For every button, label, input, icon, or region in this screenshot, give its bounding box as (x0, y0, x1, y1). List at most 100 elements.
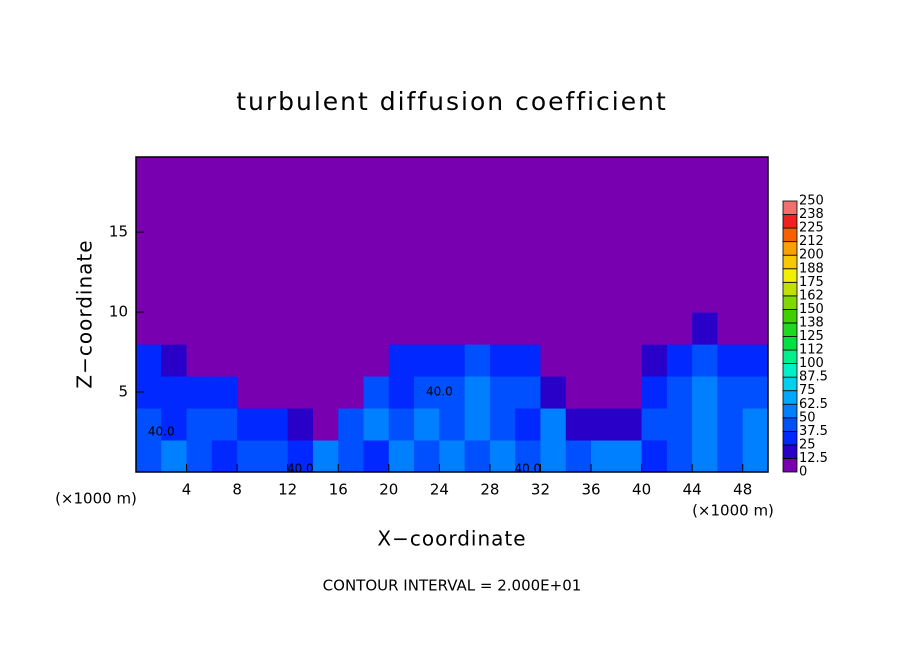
field-cell (641, 216, 668, 249)
field-cell (515, 216, 541, 249)
field-cell (464, 312, 491, 345)
x-tick-label: 36 (581, 481, 600, 499)
field-cell (161, 408, 188, 441)
field-cell (717, 344, 744, 377)
y-tick-label: 15 (109, 223, 128, 241)
field-cell (540, 280, 567, 313)
field-cell (515, 280, 541, 313)
field-cell (287, 440, 314, 472)
colorbar-label: 188 (799, 261, 824, 276)
field-cell (136, 280, 162, 313)
field-cell (717, 376, 744, 409)
colorbar-label: 100 (799, 356, 824, 371)
field-cell (464, 376, 491, 409)
field-cell (489, 157, 516, 185)
field-cell (489, 248, 516, 281)
field-cell (489, 408, 516, 441)
field-cell (489, 440, 516, 472)
field-cell (363, 440, 390, 472)
field-cell (211, 408, 238, 441)
field-cell (565, 280, 592, 313)
field-cell (237, 408, 263, 441)
field-cell (692, 440, 718, 472)
field-cell (591, 157, 617, 185)
y-tick-label: 5 (118, 383, 128, 401)
field-cell (591, 344, 617, 377)
field-cell (287, 408, 314, 441)
field-cell (363, 184, 390, 217)
field-cell (565, 216, 592, 249)
field-cell (692, 280, 718, 313)
field-cell (414, 280, 440, 313)
footer-note: CONTOUR INTERVAL = 2.000E+01 (323, 577, 582, 595)
field-cell (414, 216, 440, 249)
field-cell (338, 157, 365, 185)
field-cell (312, 157, 339, 185)
x-tick-label: 28 (480, 481, 499, 499)
field-cell (742, 280, 768, 313)
colorbar-label: 12.5 (799, 451, 828, 466)
field-cell (262, 248, 289, 281)
colorbar-label: 200 (799, 248, 824, 263)
field-cell (388, 344, 415, 377)
field-cell (464, 344, 491, 377)
field-cell (717, 312, 744, 345)
field-cell (540, 408, 567, 441)
colorbar-label: 62.5 (799, 397, 828, 412)
field-cell (742, 248, 768, 281)
field-cell (565, 344, 592, 377)
field-cell (388, 248, 415, 281)
field-cell (414, 184, 440, 217)
field-cell (641, 248, 668, 281)
field-cell (641, 376, 668, 409)
field-cell (186, 344, 213, 377)
field-cell (414, 312, 440, 345)
colorbar-swatch (782, 349, 798, 364)
field-cell (591, 280, 617, 313)
field-cell (515, 157, 541, 185)
field-cell (742, 216, 768, 249)
x-tick-label: 12 (278, 481, 297, 499)
field-cell (565, 157, 592, 185)
field-cell (439, 280, 466, 313)
field-cell (515, 344, 541, 377)
field-cell (742, 312, 768, 345)
colorbar-swatch (782, 322, 798, 337)
field-cell (616, 312, 643, 345)
colorbar-label: 75 (799, 383, 816, 398)
field-cell (186, 184, 213, 217)
field-cell (287, 312, 314, 345)
field-cell (666, 440, 693, 472)
field-cell (515, 248, 541, 281)
field-cell (464, 184, 491, 217)
field-cell (666, 376, 693, 409)
field-cell (591, 216, 617, 249)
field-cell (312, 376, 339, 409)
field-cell (312, 248, 339, 281)
field-cell (742, 440, 768, 472)
field-cell (515, 184, 541, 217)
field-cell (186, 157, 213, 185)
field-cell (616, 248, 643, 281)
field-cell (363, 216, 390, 249)
x-tick-label: 20 (379, 481, 398, 499)
colorbar-label: 225 (799, 221, 824, 236)
colorbar-swatch (782, 200, 798, 215)
field-cell (161, 312, 188, 345)
field-cell (666, 312, 693, 345)
field-cell (565, 312, 592, 345)
field-cell (717, 280, 744, 313)
field-cell (312, 216, 339, 249)
field-cell (262, 157, 289, 185)
contour-label: 40.0 (426, 385, 453, 399)
field-cell (717, 157, 744, 185)
field-cell (136, 184, 162, 217)
field-cell (211, 344, 238, 377)
x-unit: (×1000 m) (692, 502, 774, 520)
field-cell (489, 376, 516, 409)
field-cell (414, 248, 440, 281)
field-cell (692, 184, 718, 217)
field-cell (161, 248, 188, 281)
field-cell (414, 376, 440, 409)
colorbar-label: 150 (799, 302, 824, 317)
